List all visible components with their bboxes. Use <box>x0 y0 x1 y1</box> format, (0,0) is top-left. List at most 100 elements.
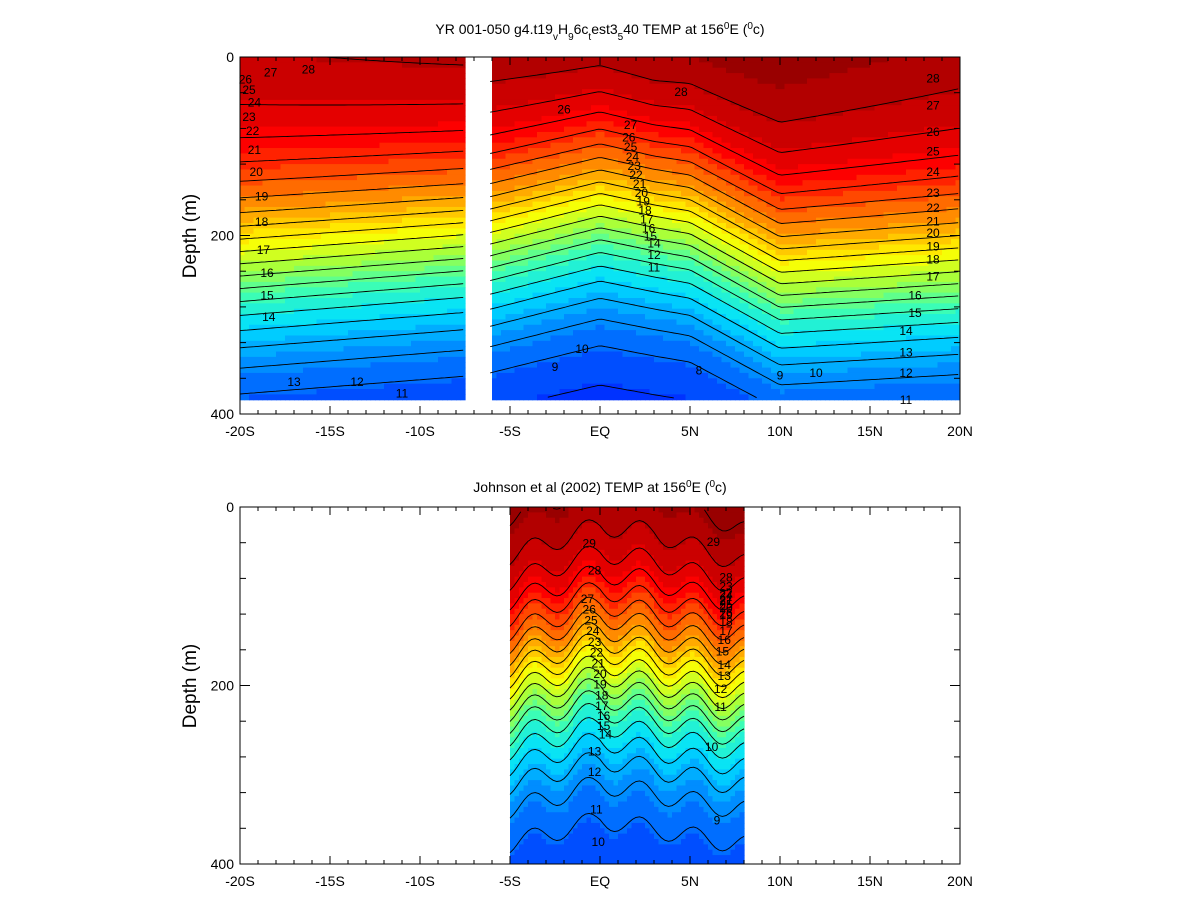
temperature-cell <box>375 89 381 96</box>
temperature-cell <box>586 196 592 203</box>
temperature-cell <box>406 57 412 63</box>
temperature-cell <box>451 271 457 278</box>
temperature-cell <box>514 297 520 304</box>
temperature-cell <box>298 185 304 192</box>
temperature-cell <box>438 239 444 246</box>
temperature-cell <box>550 383 556 390</box>
temperature-cell <box>564 94 570 101</box>
temperature-cell <box>442 169 448 176</box>
temperature-cell <box>537 212 543 219</box>
temperature-cell <box>375 142 381 149</box>
temperature-cell <box>370 201 376 208</box>
temperature-cell <box>384 62 390 69</box>
temperature-cell <box>577 244 583 251</box>
temperature-cell <box>348 137 354 144</box>
temperature-cell <box>514 148 520 154</box>
temperature-cell <box>447 137 453 144</box>
temperature-cell <box>442 62 448 69</box>
temperature-cell <box>609 73 615 80</box>
temperature-cell <box>537 319 543 326</box>
temperature-cell <box>388 83 394 90</box>
temperature-cell <box>388 287 394 294</box>
temperature-cell <box>537 196 543 203</box>
temperature-cell <box>438 335 444 342</box>
temperature-cell <box>285 67 291 74</box>
temperature-cell <box>262 121 268 128</box>
temperature-cell <box>307 287 313 294</box>
temperature-cell <box>280 223 286 229</box>
temperature-cell <box>582 292 588 299</box>
temperature-cell <box>447 73 453 80</box>
temperature-cell <box>240 362 246 369</box>
temperature-cell <box>609 228 615 235</box>
temperature-cell <box>339 217 345 224</box>
temperature-cell <box>289 260 295 267</box>
temperature-cell <box>541 319 547 326</box>
temperature-cell <box>379 372 385 379</box>
temperature-cell <box>492 303 498 310</box>
temperature-cell <box>379 217 385 224</box>
temperature-cell <box>375 378 381 385</box>
temperature-cell <box>375 276 381 283</box>
temperature-cell <box>375 260 381 267</box>
temperature-cell <box>262 67 268 74</box>
temperature-cell <box>258 255 264 262</box>
temperature-cell <box>267 94 273 101</box>
temperature-cell <box>573 260 579 267</box>
temperature-cell <box>424 265 430 272</box>
temperature-cell <box>564 249 570 256</box>
temperature-cell <box>357 340 363 347</box>
temperature-cell <box>514 351 520 358</box>
temperature-cell <box>568 367 574 374</box>
temperature-cell <box>379 67 385 74</box>
temperature-cell <box>442 351 448 358</box>
temperature-cell <box>316 276 322 283</box>
temperature-cell <box>388 196 394 203</box>
temperature-cell <box>555 249 561 256</box>
temperature-cell <box>451 351 457 358</box>
temperature-cell <box>429 99 435 106</box>
temperature-cell <box>249 126 255 133</box>
temperature-cell <box>600 367 606 374</box>
temperature-cell <box>370 164 376 171</box>
temperature-cell <box>406 78 412 85</box>
temperature-cell <box>433 330 439 337</box>
temperature-cell <box>541 297 547 304</box>
temperature-cell <box>397 190 403 197</box>
temperature-cell <box>393 394 399 401</box>
temperature-cell <box>582 89 588 96</box>
temperature-cell <box>289 201 295 208</box>
temperature-cell <box>523 137 529 144</box>
temperature-cell <box>384 121 390 128</box>
temperature-cell <box>361 303 367 310</box>
temperature-cell <box>523 233 529 240</box>
temperature-cell <box>402 212 408 219</box>
temperature-cell <box>411 115 417 122</box>
temperature-cell <box>240 281 246 288</box>
temperature-cell <box>325 303 331 310</box>
temperature-cell <box>285 319 291 326</box>
temperature-cell <box>253 190 259 197</box>
temperature-cell <box>546 223 552 229</box>
temperature-cell <box>541 346 547 353</box>
temperature-cell <box>312 335 318 342</box>
temperature-cell <box>573 340 579 347</box>
temperature-cell <box>397 249 403 256</box>
temperature-cell <box>375 78 381 85</box>
temperature-cell <box>334 142 340 149</box>
temperature-cell <box>402 340 408 347</box>
temperature-cell <box>447 126 453 133</box>
temperature-cell <box>339 110 345 117</box>
temperature-cell <box>343 303 349 310</box>
temperature-cell <box>550 121 556 128</box>
temperature-cell <box>550 137 556 144</box>
temperature-cell <box>271 346 277 353</box>
temperature-cell <box>276 57 282 63</box>
temperature-cell <box>370 292 376 299</box>
temperature-cell <box>555 367 561 374</box>
temperature-cell <box>429 319 435 326</box>
temperature-cell <box>496 62 502 69</box>
temperature-cell <box>604 389 610 395</box>
temperature-cell <box>330 110 336 117</box>
temperature-cell <box>442 378 448 385</box>
